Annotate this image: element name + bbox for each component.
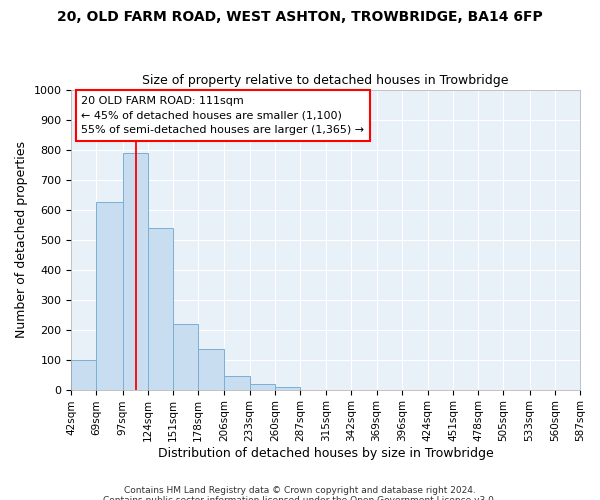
Text: 20, OLD FARM ROAD, WEST ASHTON, TROWBRIDGE, BA14 6FP: 20, OLD FARM ROAD, WEST ASHTON, TROWBRID… xyxy=(57,10,543,24)
Bar xyxy=(122,152,148,390)
Bar xyxy=(97,202,122,390)
Title: Size of property relative to detached houses in Trowbridge: Size of property relative to detached ho… xyxy=(142,74,509,87)
Bar xyxy=(173,324,198,390)
Y-axis label: Number of detached properties: Number of detached properties xyxy=(15,141,28,338)
Bar xyxy=(198,349,224,390)
Bar xyxy=(275,386,300,390)
Bar xyxy=(71,360,97,390)
Text: Contains HM Land Registry data © Crown copyright and database right 2024.: Contains HM Land Registry data © Crown c… xyxy=(124,486,476,495)
Text: 20 OLD FARM ROAD: 111sqm
← 45% of detached houses are smaller (1,100)
55% of sem: 20 OLD FARM ROAD: 111sqm ← 45% of detach… xyxy=(82,96,365,135)
Bar xyxy=(224,376,250,390)
X-axis label: Distribution of detached houses by size in Trowbridge: Distribution of detached houses by size … xyxy=(158,447,494,460)
Bar xyxy=(148,228,173,390)
Bar xyxy=(250,384,275,390)
Text: Contains public sector information licensed under the Open Government Licence v3: Contains public sector information licen… xyxy=(103,496,497,500)
